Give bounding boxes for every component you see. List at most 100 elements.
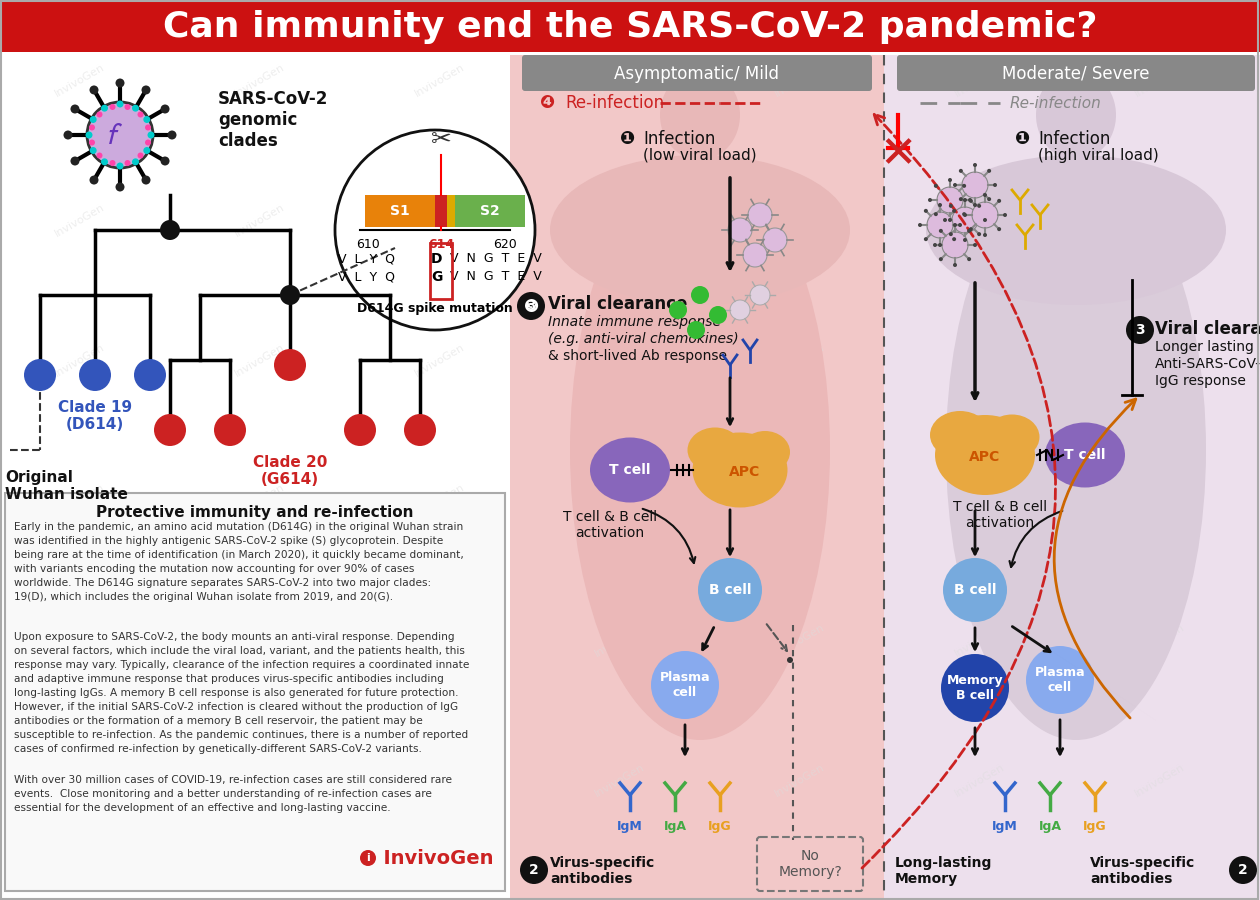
Circle shape [969, 227, 973, 231]
Text: 3: 3 [527, 299, 536, 313]
Text: V  N  G  T  E  V: V N G T E V [450, 252, 542, 265]
Circle shape [937, 243, 942, 247]
Circle shape [110, 104, 116, 110]
Circle shape [134, 359, 166, 391]
Text: $\mathcal{f}$: $\mathcal{f}$ [105, 121, 123, 149]
Text: InvivoGen: InvivoGen [53, 61, 107, 98]
Circle shape [125, 104, 131, 110]
Circle shape [949, 232, 953, 236]
Circle shape [997, 199, 1002, 202]
Text: InvivoGen: InvivoGen [413, 622, 466, 659]
Text: Infection: Infection [1038, 130, 1110, 148]
Circle shape [651, 651, 719, 719]
Text: APC: APC [730, 465, 761, 479]
Circle shape [101, 104, 108, 112]
Circle shape [89, 86, 98, 94]
Circle shape [690, 286, 709, 304]
Circle shape [953, 237, 956, 241]
Text: Clade 19
(D614): Clade 19 (D614) [58, 400, 132, 432]
Circle shape [958, 223, 961, 227]
Circle shape [968, 229, 971, 233]
Text: IgA: IgA [664, 820, 687, 833]
Circle shape [1003, 213, 1007, 217]
Text: IgG: IgG [708, 820, 732, 833]
Text: InvivoGen: InvivoGen [1133, 342, 1187, 378]
Circle shape [963, 184, 966, 188]
Text: Re-infection: Re-infection [1011, 95, 1101, 111]
Text: T cell & B cell
activation: T cell & B cell activation [953, 500, 1047, 530]
Circle shape [141, 86, 150, 94]
Circle shape [141, 176, 150, 184]
Text: S2: S2 [480, 204, 500, 218]
FancyBboxPatch shape [455, 195, 525, 227]
Circle shape [942, 232, 968, 258]
Text: InvivoGen: InvivoGen [774, 761, 827, 798]
FancyArrowPatch shape [1055, 399, 1135, 718]
Ellipse shape [688, 428, 742, 473]
Text: T cell & B cell
activation: T cell & B cell activation [563, 510, 656, 540]
Circle shape [517, 292, 546, 320]
Circle shape [89, 140, 94, 146]
Text: ❸: ❸ [524, 298, 539, 316]
Text: G: G [431, 270, 442, 284]
Circle shape [961, 172, 988, 198]
Circle shape [963, 238, 966, 242]
Text: IgG response: IgG response [1155, 374, 1246, 388]
Text: InvivoGen: InvivoGen [593, 342, 646, 378]
Text: 2: 2 [529, 863, 539, 877]
FancyArrowPatch shape [862, 114, 1056, 868]
Circle shape [63, 130, 73, 140]
Circle shape [968, 257, 971, 261]
Text: InvivoGen: InvivoGen [954, 761, 1007, 798]
FancyBboxPatch shape [510, 55, 885, 900]
Ellipse shape [570, 160, 830, 740]
Ellipse shape [1036, 70, 1116, 160]
Text: 614: 614 [428, 238, 454, 251]
Circle shape [750, 285, 770, 305]
FancyBboxPatch shape [522, 55, 872, 91]
Circle shape [934, 212, 937, 216]
Circle shape [1026, 646, 1094, 714]
Ellipse shape [935, 415, 1034, 495]
Text: & short-lived Ab response: & short-lived Ab response [548, 349, 727, 363]
Circle shape [764, 228, 788, 252]
Text: Infection: Infection [643, 130, 716, 148]
Circle shape [89, 176, 98, 184]
Text: InvivoGen: InvivoGen [774, 482, 827, 518]
Text: Anti-SARS-CoV-2: Anti-SARS-CoV-2 [1155, 357, 1260, 371]
Circle shape [929, 198, 932, 202]
Circle shape [949, 204, 953, 208]
Circle shape [959, 197, 963, 201]
Text: InvivoGen: InvivoGen [1133, 761, 1187, 798]
Circle shape [953, 263, 958, 267]
Text: InvivoGen: InvivoGen [53, 342, 107, 378]
Text: InvivoGen: InvivoGen [1133, 61, 1187, 98]
FancyBboxPatch shape [897, 55, 1255, 91]
Circle shape [144, 147, 150, 154]
Text: B cell: B cell [708, 583, 751, 597]
Circle shape [97, 112, 102, 118]
Circle shape [145, 140, 151, 146]
Circle shape [939, 257, 942, 261]
Text: IgG: IgG [1084, 820, 1106, 833]
Text: (low viral load): (low viral load) [643, 148, 756, 163]
Text: ❶: ❶ [1016, 130, 1031, 148]
Text: IgM: IgM [992, 820, 1018, 833]
Circle shape [273, 349, 306, 381]
Text: InvivoGen: InvivoGen [413, 482, 466, 518]
Circle shape [404, 414, 436, 446]
Text: IgA: IgA [1038, 820, 1061, 833]
Text: With over 30 million cases of COVID-19, re-infection cases are still considered : With over 30 million cases of COVID-19, … [14, 775, 452, 813]
Text: Virus-specific
antibodies: Virus-specific antibodies [1090, 856, 1196, 886]
Circle shape [709, 306, 727, 324]
Ellipse shape [926, 155, 1226, 305]
FancyBboxPatch shape [0, 0, 1260, 52]
FancyBboxPatch shape [885, 55, 1260, 900]
Text: (high viral load): (high viral load) [1038, 148, 1159, 163]
Text: S1: S1 [391, 204, 410, 218]
Text: InvivoGen: InvivoGen [954, 202, 1007, 238]
Text: V  N  G  T  E  V: V N G T E V [450, 270, 542, 283]
Text: Innate immune response: Innate immune response [548, 315, 721, 329]
Text: 2: 2 [1239, 863, 1247, 877]
Text: InvivoGen: InvivoGen [233, 202, 287, 238]
